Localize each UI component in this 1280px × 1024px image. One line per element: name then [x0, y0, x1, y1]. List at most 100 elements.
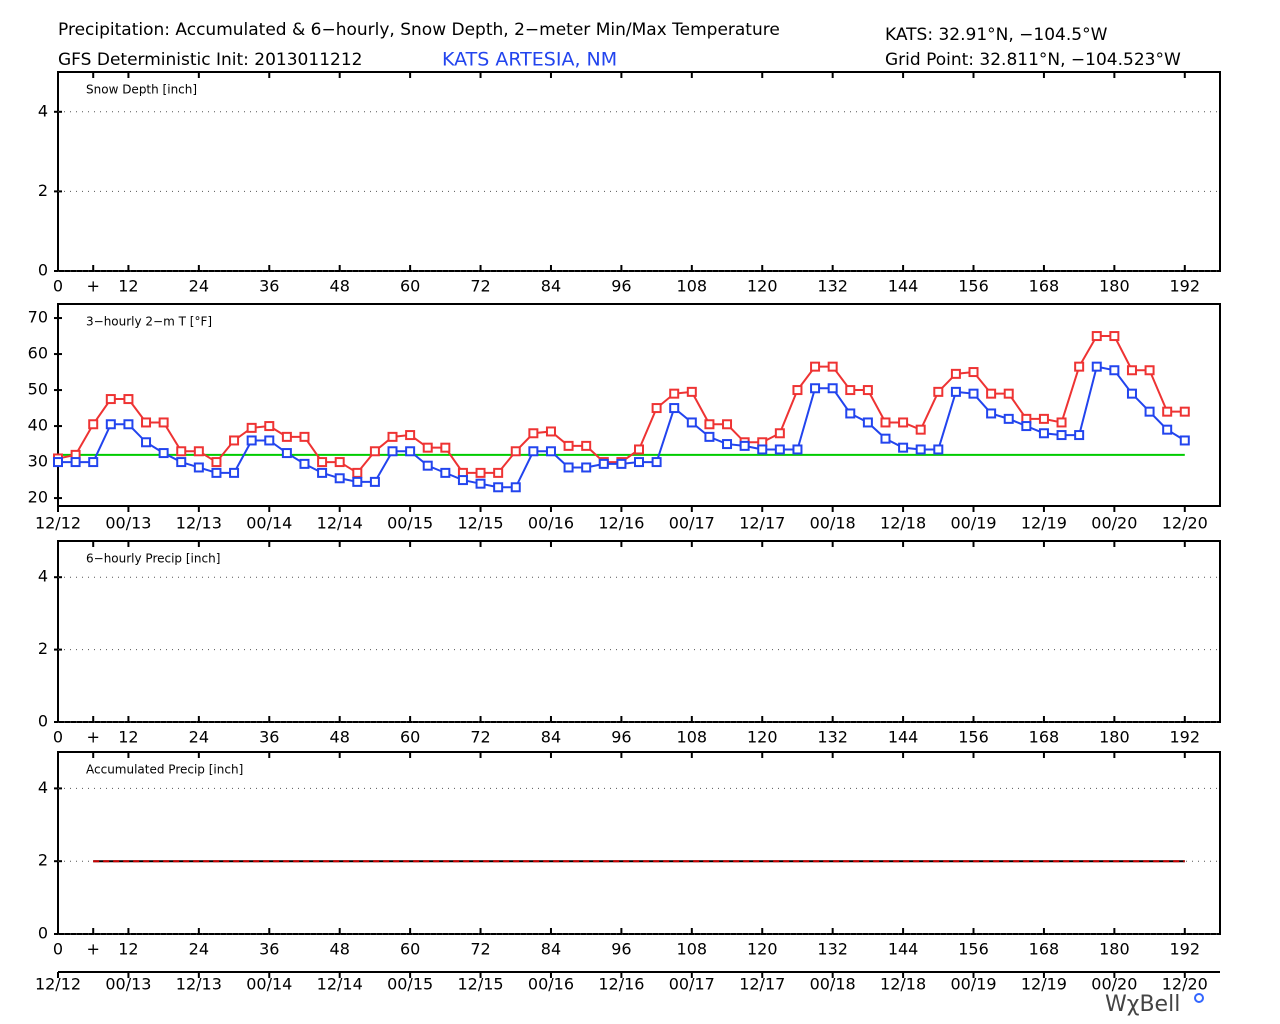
- marker: [528, 428, 539, 439]
- marker: [510, 446, 521, 457]
- x-tick-label: 192: [1170, 940, 1201, 959]
- x-tick-label: +: [87, 277, 100, 296]
- marker: [53, 457, 63, 468]
- marker: [1038, 428, 1049, 439]
- y-tick-label: 60: [28, 344, 48, 363]
- x-tick-label: 96: [611, 277, 631, 296]
- date-tick-label: 12/13: [176, 514, 222, 533]
- marker: [158, 448, 169, 459]
- marker: [123, 394, 134, 405]
- date-tick-label: 00/16: [528, 975, 574, 994]
- y-tick-label: 30: [28, 452, 48, 471]
- y-tick-label: 40: [28, 416, 48, 435]
- marker: [651, 403, 662, 414]
- date-tick-label: 00/13: [105, 514, 151, 533]
- marker: [387, 431, 398, 442]
- marker: [686, 417, 697, 428]
- x-tick-label: 0: [53, 728, 63, 747]
- y-tick-label: 2: [38, 639, 48, 658]
- marker: [774, 444, 785, 455]
- date-tick-label: 00/18: [810, 975, 856, 994]
- x-tick-label: 144: [888, 940, 919, 959]
- marker: [1056, 430, 1067, 441]
- marker: [1038, 413, 1049, 424]
- marker: [986, 408, 997, 419]
- marker: [211, 457, 222, 468]
- marker: [264, 435, 275, 446]
- marker: [1056, 417, 1067, 428]
- panel-title: 6−hourly Precip [inch]: [86, 552, 220, 566]
- x-tick-label: 120: [747, 277, 778, 296]
- panel-frame: [57, 71, 1221, 272]
- marker: [880, 433, 891, 444]
- marker: [528, 446, 539, 457]
- x-tick-label: 84: [541, 728, 561, 747]
- x-tick-label: 24: [189, 728, 209, 747]
- marker: [299, 431, 310, 442]
- marker: [827, 361, 838, 372]
- date-tick-label: 12/18: [880, 514, 926, 533]
- marker: [950, 386, 961, 397]
- x-tick-label: 12: [118, 728, 138, 747]
- marker: [193, 462, 204, 473]
- marker: [141, 417, 152, 428]
- date-tick-label: 00/20: [1091, 975, 1137, 994]
- x-tick-label: 24: [189, 277, 209, 296]
- date-tick-label: 00/17: [669, 514, 715, 533]
- marker: [686, 386, 697, 397]
- x-tick-label: 192: [1170, 728, 1201, 747]
- marker: [1074, 430, 1085, 441]
- marker: [1091, 331, 1102, 342]
- x-tick-label: 180: [1099, 728, 1130, 747]
- marker: [1144, 406, 1155, 417]
- marker: [915, 444, 926, 455]
- marker: [845, 408, 856, 419]
- y-tick-label: 4: [38, 778, 48, 797]
- marker: [246, 435, 257, 446]
- x-tick-label: 0: [53, 940, 63, 959]
- y-tick-label: 2: [38, 851, 48, 870]
- marker: [581, 462, 592, 473]
- marker: [1179, 435, 1190, 446]
- x-tick-label: 108: [677, 728, 708, 747]
- station-coords: KATS: 32.91°N, −104.5°W: [885, 25, 1108, 45]
- marker: [669, 388, 680, 399]
- marker: [1126, 388, 1137, 399]
- marker: [123, 419, 134, 430]
- marker: [510, 482, 521, 493]
- x-tick-label: 36: [259, 277, 279, 296]
- marker: [563, 462, 574, 473]
- x-tick-label: 48: [330, 277, 350, 296]
- x-tick-label: 84: [541, 277, 561, 296]
- y-tick-label: 50: [28, 380, 48, 399]
- marker: [475, 467, 486, 478]
- y-tick-label: 2: [38, 181, 48, 200]
- marker: [581, 440, 592, 451]
- marker: [669, 403, 680, 414]
- date-tick-label: 00/19: [950, 975, 996, 994]
- marker: [545, 446, 556, 457]
- marker: [281, 431, 292, 442]
- marker: [1144, 365, 1155, 376]
- marker: [845, 385, 856, 396]
- marker: [246, 422, 257, 433]
- x-tick-label: 36: [259, 728, 279, 747]
- y-tick-label: 4: [38, 567, 48, 586]
- marker: [369, 446, 380, 457]
- x-tick-label: 72: [470, 940, 490, 959]
- marker: [898, 417, 909, 428]
- marker: [229, 435, 240, 446]
- date-tick-label: 00/13: [105, 975, 151, 994]
- marker: [457, 475, 468, 486]
- marker: [1109, 331, 1120, 342]
- date-tick-label: 00/18: [810, 514, 856, 533]
- marker: [1003, 413, 1014, 424]
- marker: [722, 419, 733, 430]
- marker: [933, 444, 944, 455]
- x-tick-label: 180: [1099, 277, 1130, 296]
- x-tick-label: 192: [1170, 277, 1201, 296]
- x-tick-label: 12: [118, 940, 138, 959]
- panel-frame: [57, 540, 1221, 723]
- x-tick-label: 132: [817, 277, 848, 296]
- x-tick-label: 48: [330, 728, 350, 747]
